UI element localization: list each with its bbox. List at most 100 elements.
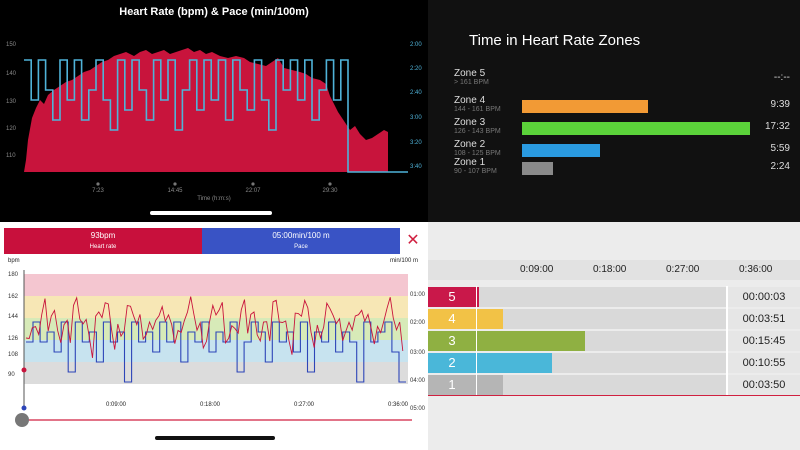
zone-table-track: [476, 375, 726, 395]
zone-table-bar: [476, 287, 479, 307]
close-button[interactable]: ✕: [406, 232, 420, 249]
pace-axis-tick: 02:00: [410, 320, 426, 326]
pace-axis-tick: 05:00: [410, 406, 426, 412]
zone-range: 108 - 125 BPM: [454, 150, 501, 157]
x-axis-tick: 7:23: [92, 188, 104, 194]
x-axis-tick: 22:07: [245, 188, 261, 194]
zone-table-time: 00:03:50: [728, 375, 800, 395]
scrubber-handle[interactable]: [15, 413, 29, 427]
time-axis-tick: 0:36:00: [388, 402, 409, 408]
pace-marker: [21, 405, 27, 411]
heart-rate-line: [25, 296, 404, 358]
chart-x-axis-label: Time (h:m:s): [197, 196, 231, 202]
heart-rate-value: 93bpm: [90, 231, 116, 240]
hr-axis-tick: 108: [8, 352, 19, 358]
x-tick-dot: [328, 182, 332, 186]
zone-table-baseline: [428, 395, 800, 396]
heart-rate-label: Heart rate: [89, 244, 117, 250]
zone-name: Zone 4: [454, 95, 486, 106]
zone-table-zone: 4: [428, 309, 476, 329]
pace-line: [24, 59, 408, 173]
zone-band: [24, 296, 408, 318]
zone-table-time: 00:03:51: [728, 309, 800, 329]
zone-time: --:--: [773, 72, 790, 83]
zone-bar: [522, 122, 750, 135]
pace-header[interactable]: 05:00min/100 m Pace: [202, 228, 400, 254]
zone-row: Zone 2 108 - 125 BPM 5:59: [454, 139, 790, 161]
zone-table-time-tick: 0:18:00: [593, 264, 627, 275]
zone-table-row[interactable]: 1 00:03:50: [428, 375, 800, 395]
x-axis-tick: 14:45: [167, 188, 183, 194]
zone-table-time: 00:00:03: [728, 287, 800, 307]
zone-band: [24, 318, 408, 340]
pace-axis-tick: 2:40: [410, 90, 422, 96]
detail-view-panel: 93bpm Heart rate 05:00min/100 m Pace ✕ b…: [0, 222, 428, 450]
zone-time: 9:39: [770, 99, 790, 110]
zone-row: Zone 5 > 161 BPM --:--: [454, 68, 790, 90]
zone-band: [24, 362, 408, 384]
time-axis-tick: 0:09:00: [106, 402, 127, 408]
zone-table-track: [476, 309, 726, 329]
zone-table-panel: 0:09:00 0:18:00 0:27:00 0:36:00 5 00:00:03 4 0…: [428, 222, 800, 450]
zones-panel: Time in Heart Rate Zones Zone 5 > 161 BPM…: [428, 0, 800, 222]
time-axis-tick: 0:27:00: [294, 402, 315, 408]
zone-table-time: 00:10:55: [728, 353, 800, 373]
zone-time: 5:59: [770, 143, 790, 154]
x-tick-dot: [96, 182, 100, 186]
x-tick-dot: [173, 182, 177, 186]
pace-axis-tick: 3:40: [410, 164, 422, 170]
zone-name: Zone 3: [454, 117, 486, 128]
hr-axis-tick: 150: [6, 42, 17, 48]
zone-range: 126 - 143 BPM: [454, 128, 501, 135]
hr-axis-tick: 90: [8, 372, 15, 378]
heart-rate-header[interactable]: 93bpm Heart rate: [4, 228, 202, 254]
pace-value: 05:00min/100 m: [272, 231, 330, 240]
zone-time: 2:24: [770, 161, 790, 172]
zone-table-divider: [726, 286, 728, 396]
zone-table-time: 00:15:45: [728, 331, 800, 351]
pace-unit: min/100 m: [390, 258, 418, 264]
zone-table-row[interactable]: 3 00:15:45: [428, 331, 800, 351]
heart-rate-marker: [21, 367, 27, 373]
zone-table-time-tick: 0:27:00: [666, 264, 700, 275]
x-tick-dot: [251, 182, 255, 186]
zone-table-gridline: [476, 286, 477, 396]
hr-axis-tick: 120: [6, 126, 17, 132]
pace-axis-tick: 3:20: [410, 140, 422, 146]
zone-table-track: [476, 287, 726, 307]
zone-row: Zone 1 90 - 107 BPM 2:24: [454, 157, 790, 179]
zone-row: Zone 3 126 - 143 BPM 17:32: [454, 117, 790, 139]
zone-table-zone: 2: [428, 353, 476, 373]
hr-axis-tick: 180: [8, 272, 19, 278]
pace-axis-tick: 03:00: [410, 350, 426, 356]
zone-table-row[interactable]: 2 00:10:55: [428, 353, 800, 373]
zone-table-zone: 1: [428, 375, 476, 395]
zone-time: 17:32: [764, 121, 790, 132]
zones-title: Time in Heart Rate Zones: [469, 32, 641, 49]
pace-axis-tick: 3:00: [410, 115, 422, 121]
zone-table-bar: [476, 309, 503, 329]
zone-range: 90 - 107 BPM: [454, 168, 497, 175]
hr-pace-chart-panel: Heart Rate (bpm) & Pace (min/100m) 150 14…: [0, 0, 428, 222]
zone-table-row[interactable]: 5 00:00:03: [428, 287, 800, 307]
pace-line: [26, 321, 406, 383]
hr-axis-tick: 144: [8, 314, 19, 320]
bpm-unit: bpm: [8, 258, 20, 264]
home-indicator[interactable]: [155, 436, 275, 440]
zone-table-time-tick: 0:36:00: [739, 264, 773, 275]
detail-chart: bpm min/100 m 180 162 144 126 108 90 01:00 02:00 0…: [8, 258, 426, 427]
home-indicator[interactable]: [150, 211, 272, 215]
time-axis-tick: 0:18:00: [200, 402, 221, 408]
zone-table-bar: [476, 375, 503, 395]
zone-table-zone: 5: [428, 287, 476, 307]
zone-bar: [522, 144, 600, 157]
hr-axis-tick: 110: [6, 153, 16, 159]
zone-band: [24, 274, 408, 296]
zone-bar: [522, 100, 648, 113]
zone-table-bar: [476, 331, 586, 351]
zone-table-zone: 3: [428, 331, 476, 351]
x-axis-tick: 29:30: [322, 188, 338, 194]
zone-table-header: [428, 260, 800, 280]
pace-axis-tick: 04:00: [410, 378, 426, 384]
zone-table-row[interactable]: 4 00:03:51: [428, 309, 800, 329]
